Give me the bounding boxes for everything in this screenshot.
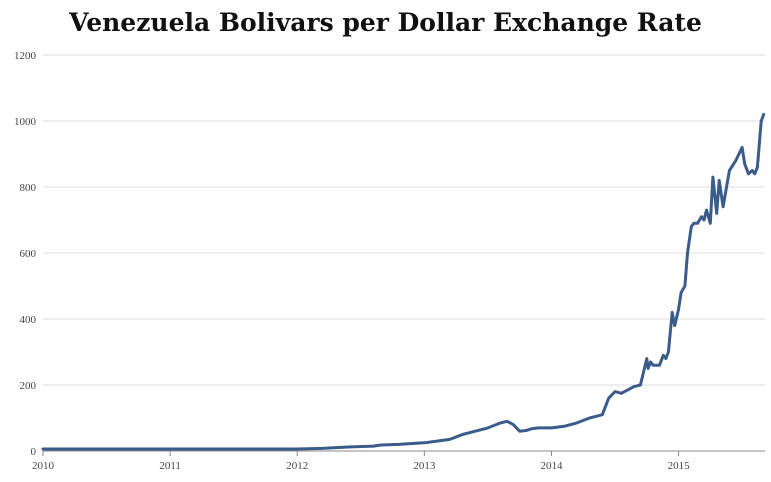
x-tick-label-2013: 2013 [413,460,436,472]
y-tick-label-1200: 1200 [14,50,37,62]
x-tick-label-2015: 2015 [668,460,691,472]
y-tick-label-600: 600 [20,248,37,260]
y-tick-label-200: 200 [20,380,37,392]
x-tick-label-2011: 2011 [159,460,181,472]
y-tick-label-0: 0 [31,446,37,458]
x-tick-label-2010: 2010 [32,460,55,472]
x-tick-label-2012: 2012 [286,460,308,472]
series-line-0 [41,112,766,451]
y-tick-label-1000: 1000 [14,116,37,128]
x-tick-label-2014: 2014 [540,460,563,472]
y-tick-label-400: 400 [20,314,37,326]
chart-title: Venezuela Bolivars per Dollar Exchange R… [69,8,702,37]
y-tick-label-800: 800 [20,182,37,194]
